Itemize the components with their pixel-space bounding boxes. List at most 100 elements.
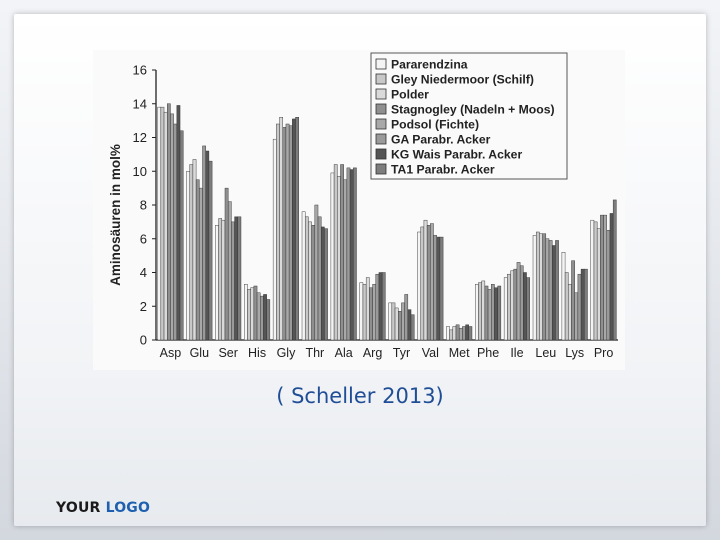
bar-lys-5 [574, 292, 579, 341]
bar-ile-8 [526, 277, 530, 341]
bar-leu-2 [535, 231, 540, 341]
bar-phe-2 [478, 282, 482, 341]
bar-lys-6 [577, 273, 582, 341]
bar-pro-1 [590, 219, 595, 341]
x-tick-label: Lys [565, 346, 584, 360]
bar-tyr-6 [404, 294, 409, 341]
bar-ala-1 [330, 172, 335, 341]
bar-ile-3 [510, 270, 514, 341]
bar-gly-1 [272, 138, 277, 341]
bar-ile-5 [516, 262, 521, 341]
bar-lys-3 [568, 284, 572, 341]
bar-val-8 [439, 236, 444, 341]
bar-met-8 [468, 326, 473, 341]
bar-gly-8 [295, 117, 299, 341]
x-tick-label: Glu [190, 346, 210, 360]
bar-arg-7 [378, 272, 383, 341]
legend-swatch [375, 88, 387, 100]
bar-thr-7 [320, 226, 325, 341]
legend-swatch [375, 148, 387, 160]
bar-pro-2 [593, 221, 598, 341]
bar-val-7 [436, 236, 441, 341]
bar-pro-3 [596, 228, 601, 341]
bar-ala-6 [346, 167, 351, 341]
bar-glu-6 [202, 145, 206, 341]
bar-tyr-5 [401, 302, 405, 341]
bar-glu-3 [192, 159, 197, 341]
x-tick-label: Ser [218, 346, 237, 360]
y-tick-label: 0 [140, 333, 147, 348]
bar-gly-7 [292, 118, 296, 341]
y-tick-label: 6 [140, 231, 147, 246]
bar-gly-3 [279, 117, 283, 341]
bar-his-3 [250, 287, 255, 341]
bar-leu-3 [539, 233, 543, 341]
amino-acid-bar-chart: 0 2 4 6 8 10 12 14 16 Aminosäuren in mol% Asp Glu Se… [108, 52, 618, 360]
bar-val-1 [417, 231, 421, 341]
bar-glu-4 [195, 179, 200, 341]
y-tick-label: 2 [140, 299, 147, 314]
bar-thr-5 [314, 204, 319, 341]
x-tick-label: Asp [160, 346, 182, 360]
bar-glu-1 [186, 171, 190, 341]
bar-met-3 [452, 326, 457, 341]
legend-label: Stagnogley (Nadeln + Moos) [391, 103, 555, 117]
bar-tyr-3 [394, 307, 399, 341]
bar-his-5 [256, 292, 261, 341]
bar-arg-5 [372, 284, 376, 341]
bar-asp-2 [160, 106, 165, 341]
x-tick-label: Ala [335, 346, 353, 360]
x-tick-label: Arg [363, 346, 383, 360]
x-tick-label: Gly [277, 346, 297, 360]
legend-swatch [375, 133, 387, 145]
bar-leu-8 [555, 240, 559, 341]
x-tick-label: Pro [594, 346, 614, 360]
legend-swatch [375, 58, 387, 70]
bar-pro-7 [609, 213, 614, 341]
legend-swatch [375, 103, 387, 115]
bar-ser-2 [218, 218, 223, 341]
bar-lys-2 [564, 272, 569, 341]
legend-label: GA Parabr. Acker [391, 133, 491, 147]
bar-his-8 [266, 299, 271, 341]
y-tick-label: 8 [140, 198, 147, 213]
y-tick-label: 12 [133, 130, 147, 145]
y-tick-label: 4 [140, 265, 147, 280]
bar-tyr-4 [398, 311, 402, 341]
bar-phe-6 [491, 284, 495, 341]
bar-glu-2 [189, 164, 194, 341]
legend-swatch [375, 73, 387, 85]
bar-phe-7 [494, 287, 498, 341]
y-tick-label: 16 [133, 63, 147, 78]
bar-phe-3 [481, 280, 486, 341]
bar-ser-8 [237, 216, 242, 341]
bar-gly-5 [285, 123, 290, 341]
bar-ala-5 [343, 179, 348, 341]
bar-his-2 [247, 289, 251, 341]
legend-label: Podsol (Fichte) [391, 118, 479, 132]
logo: YOUR LOGO [56, 500, 150, 516]
bar-pro-4 [600, 214, 604, 341]
bar-ile-4 [513, 268, 518, 341]
bar-arg-8 [381, 272, 386, 341]
bar-ala-4 [340, 164, 344, 341]
legend-label: TA1 Parabr. Acker [391, 163, 495, 177]
chart-figure: 0 2 4 6 8 10 12 14 16 Aminosäuren in mol% Asp Glu Se… [93, 50, 625, 370]
bar-lys-7 [580, 268, 585, 341]
citation: ( Scheller 2013) [276, 384, 444, 408]
bar-val-6 [433, 235, 437, 341]
bar-arg-4 [369, 287, 373, 341]
bar-thr-4 [311, 225, 316, 341]
bar-his-4 [253, 285, 258, 341]
bar-thr-2 [304, 216, 309, 341]
bar-tyr-1 [388, 302, 393, 341]
bar-tyr-7 [407, 309, 412, 341]
y-tick-label: 14 [133, 96, 147, 111]
bar-phe-4 [484, 285, 489, 341]
bar-gly-2 [276, 123, 280, 341]
bar-ala-2 [333, 164, 338, 341]
bar-asp-6 [173, 123, 178, 341]
bar-ile-1 [503, 277, 508, 341]
bar-ser-3 [221, 219, 226, 341]
bar-ser-4 [224, 187, 229, 341]
